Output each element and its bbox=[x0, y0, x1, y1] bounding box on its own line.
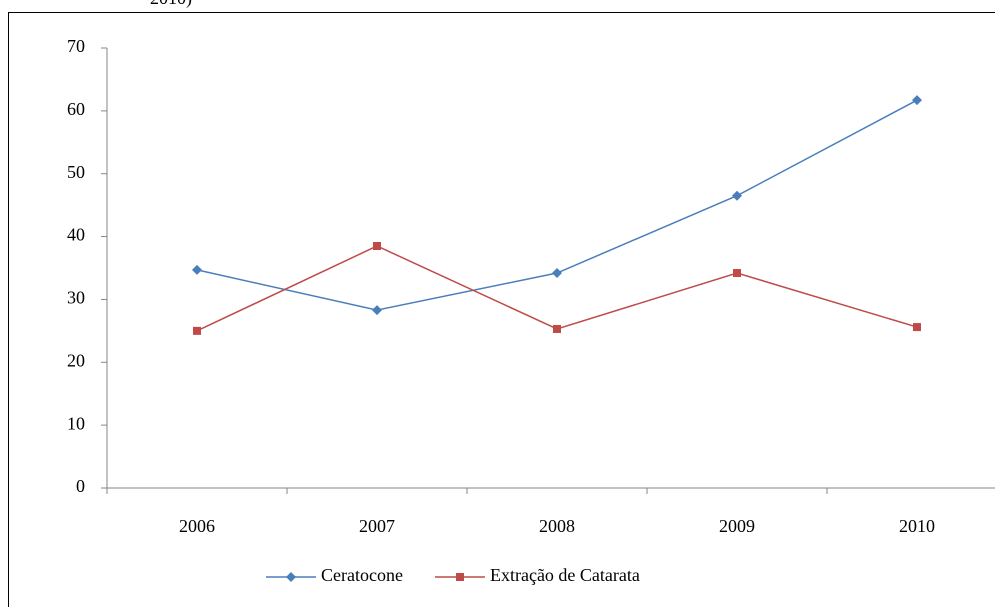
data-point bbox=[552, 268, 562, 279]
data-point bbox=[372, 305, 382, 316]
y-tick-label: 40 bbox=[67, 225, 85, 245]
y-tick-label: 10 bbox=[67, 413, 85, 433]
y-tick-label: 50 bbox=[67, 162, 85, 182]
y-tick-label: 0 bbox=[76, 476, 85, 496]
y-tick-label: 30 bbox=[67, 288, 85, 308]
chart-border bbox=[8, 12, 995, 607]
y-tick-label: 70 bbox=[67, 36, 85, 56]
y-tick-label: 60 bbox=[67, 99, 85, 119]
legend-label: Extração de Catarata bbox=[490, 565, 640, 585]
x-tick-label: 2006 bbox=[179, 516, 215, 536]
data-point bbox=[193, 326, 201, 335]
data-point bbox=[192, 264, 202, 275]
x-tick-label: 2010 bbox=[899, 516, 935, 536]
data-point bbox=[733, 269, 741, 278]
legend-label: Ceratocone bbox=[321, 565, 403, 585]
legend-marker bbox=[455, 573, 464, 581]
legend-marker bbox=[286, 572, 296, 582]
data-point bbox=[913, 323, 921, 332]
chart-title: 2010) bbox=[150, 0, 192, 9]
data-point bbox=[373, 242, 381, 250]
y-tick-label: 20 bbox=[67, 350, 85, 370]
data-point bbox=[732, 190, 742, 201]
data-point bbox=[553, 324, 561, 333]
x-tick-label: 2007 bbox=[359, 516, 395, 536]
x-tick-label: 2008 bbox=[539, 516, 575, 536]
data-point bbox=[912, 95, 922, 106]
x-tick-label: 2009 bbox=[719, 516, 755, 536]
